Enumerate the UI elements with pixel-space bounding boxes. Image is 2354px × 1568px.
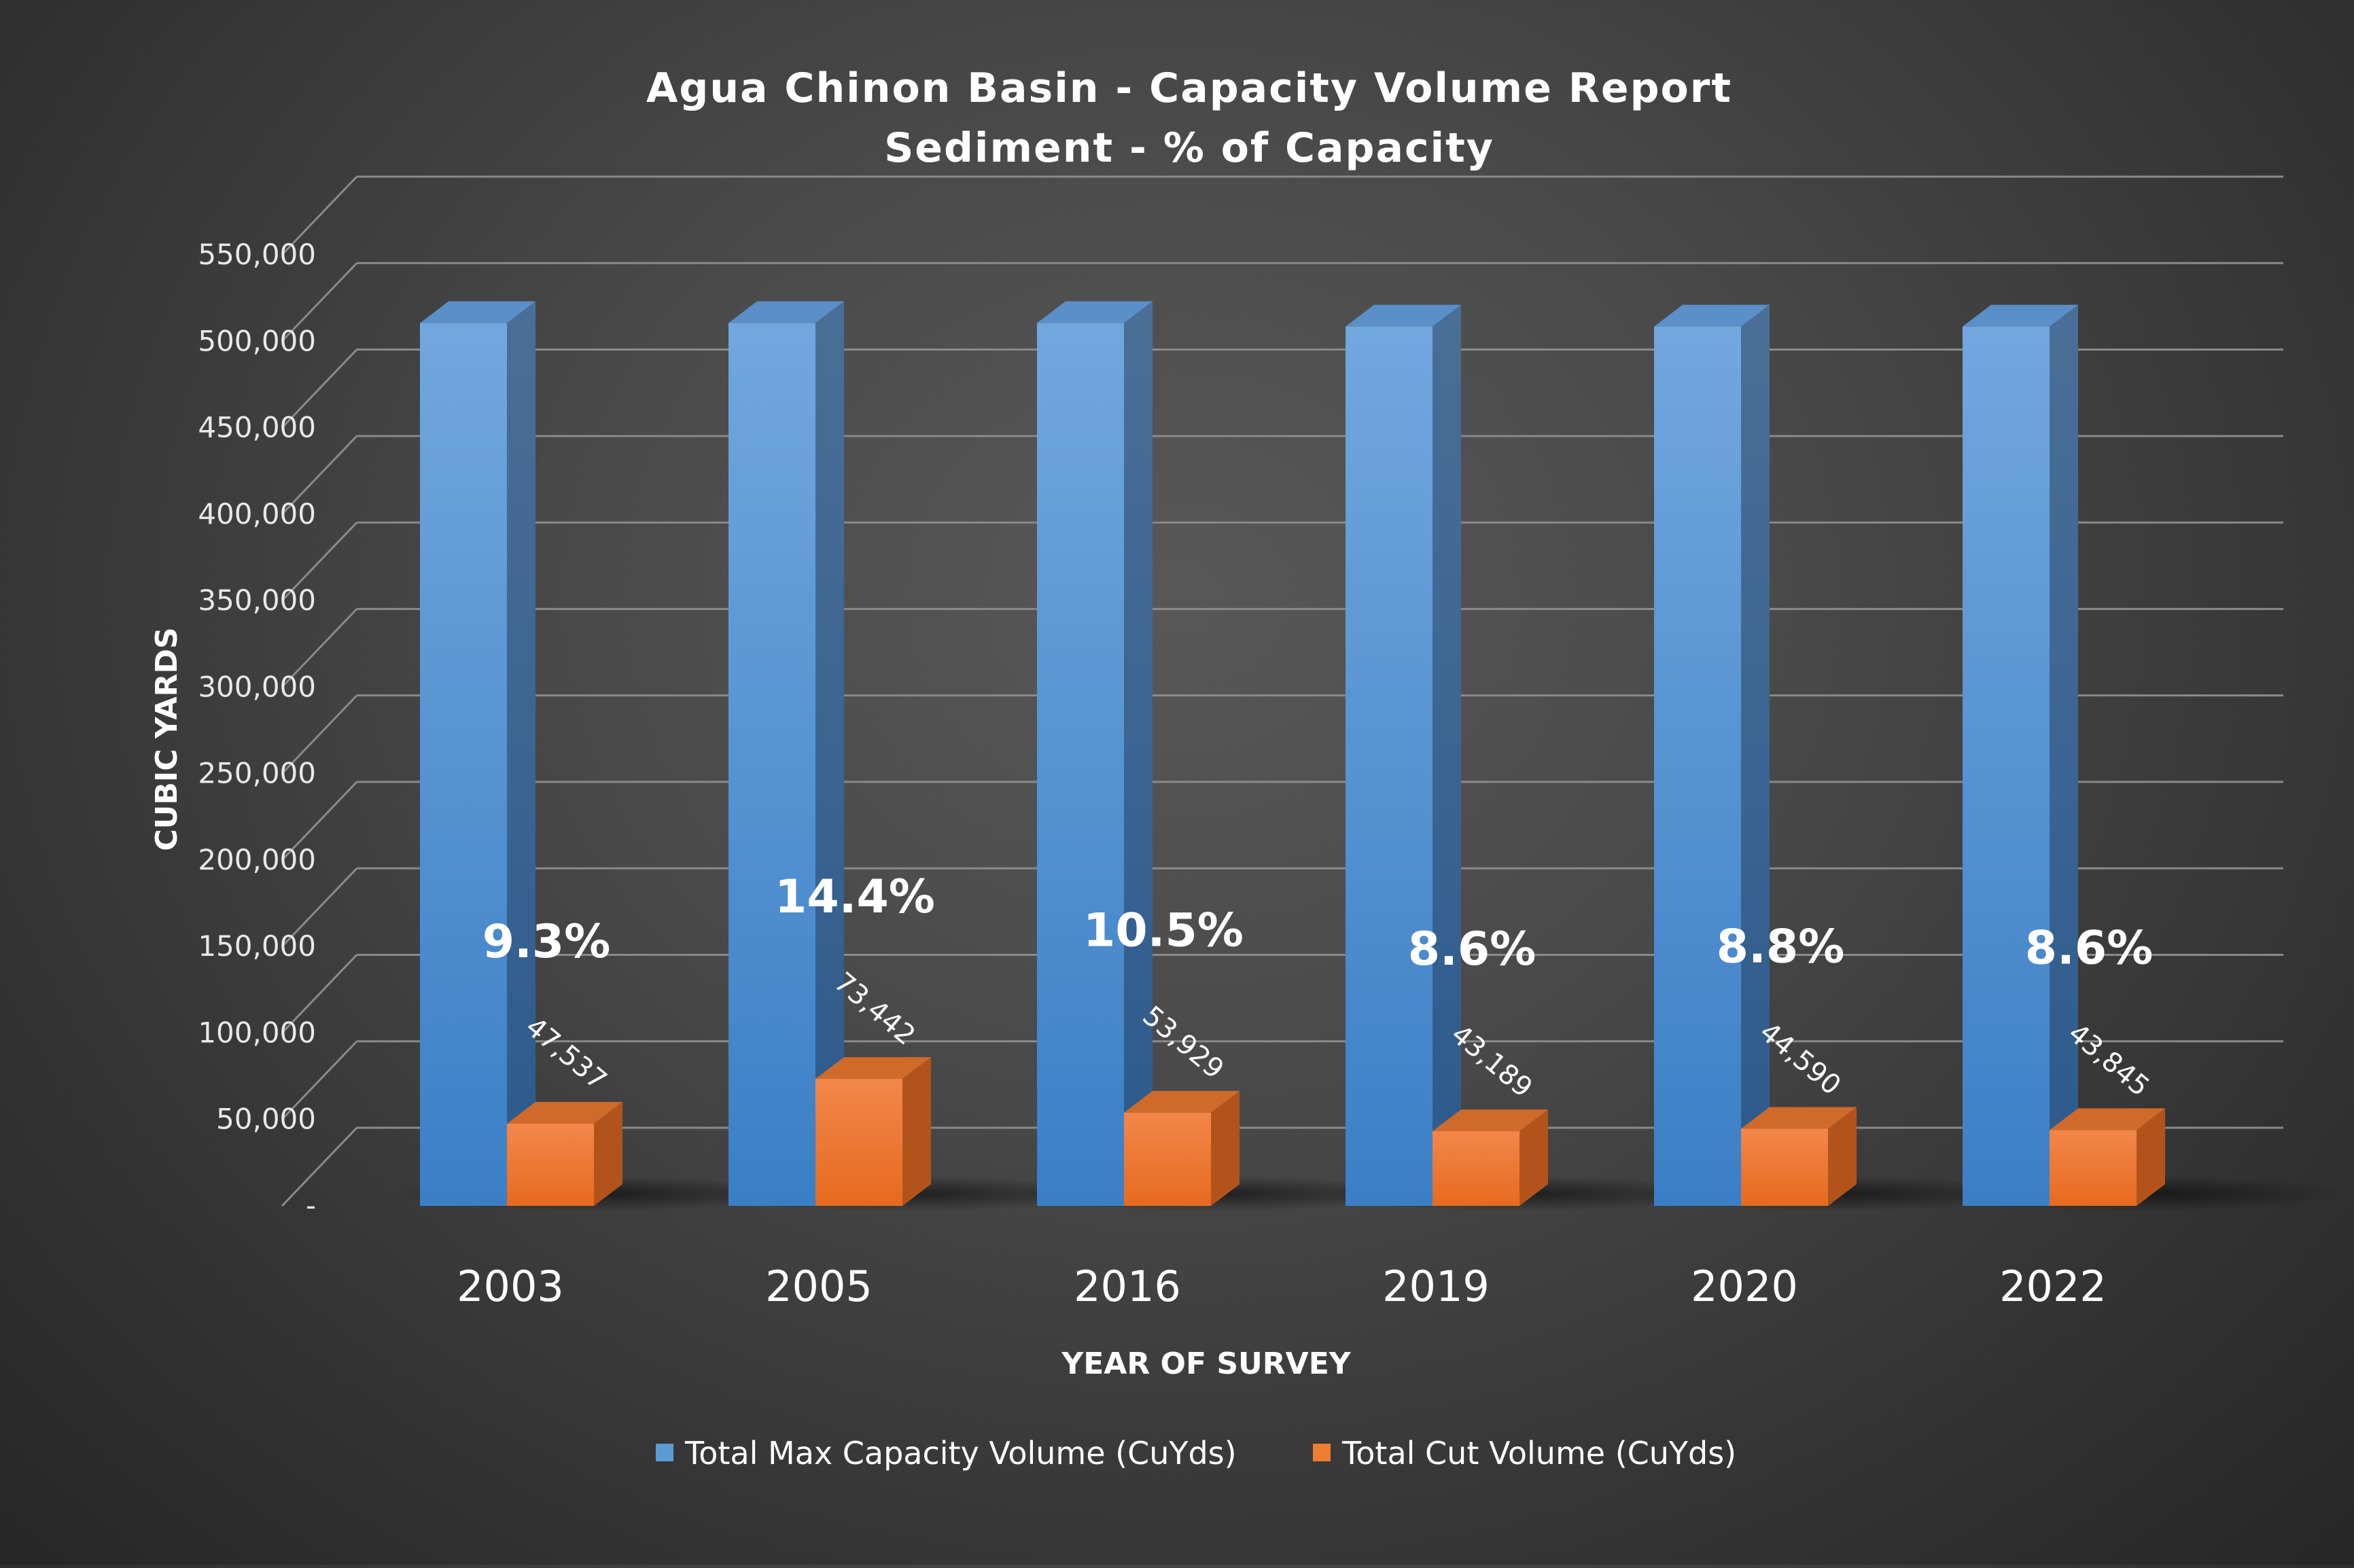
bar-cut — [1433, 1131, 1519, 1206]
bar-capacity — [1346, 326, 1433, 1206]
gridline-depth — [281, 522, 358, 602]
y-tick-label: 50,000 — [216, 1103, 316, 1136]
y-tick-label: 400,000 — [198, 497, 316, 531]
gridline-depth — [281, 608, 358, 688]
bar-capacity-top — [420, 301, 535, 323]
data-label-percent: 9.3% — [482, 915, 611, 969]
data-label-percent: 14.4% — [775, 870, 935, 924]
gridline-depth — [281, 868, 358, 948]
legend-label-cut: Total Cut Volume (CuYds) — [1341, 1435, 1736, 1472]
data-label-percent: 8.6% — [1408, 923, 1536, 976]
y-tick-label: 250,000 — [198, 757, 316, 790]
bar-cut — [1124, 1112, 1211, 1206]
y-tick-label: 150,000 — [198, 929, 316, 963]
y-tick-label: 300,000 — [198, 670, 316, 703]
bar-capacity — [420, 323, 507, 1207]
bar-capacity-top — [1654, 304, 1770, 327]
y-axis-ticks: - 50,000 100,000 150,000 200,000 250,000 300,0… — [198, 238, 316, 1222]
bar-cut — [815, 1079, 902, 1206]
x-tick-label: 2003 — [457, 1262, 564, 1311]
data-label-percent: 10.5% — [1083, 904, 1244, 958]
y-tick-label: 500,000 — [198, 324, 316, 357]
bar-cut-top — [815, 1057, 931, 1080]
x-axis-title: YEAR OF SURVEY — [1061, 1347, 1351, 1381]
legend: Total Max Capacity Volume (CuYds) Total … — [656, 1435, 1736, 1472]
bar-capacity-side — [507, 301, 535, 1207]
y-tick-label: 350,000 — [198, 584, 316, 617]
gridline-depth — [281, 262, 358, 342]
bar-capacity-side — [1741, 304, 1770, 1206]
gridline-depth — [281, 1040, 358, 1120]
y-axis-title: CUBIC YARDS — [150, 627, 184, 851]
bar-cut — [507, 1123, 594, 1206]
bar-capacity-side — [815, 301, 844, 1207]
bar-capacity-side — [1433, 304, 1461, 1206]
bar-cut-top — [1433, 1109, 1548, 1132]
x-tick-label: 2016 — [1074, 1262, 1181, 1311]
bar-cut-side — [594, 1101, 622, 1206]
bar-cut-side — [2137, 1108, 2165, 1206]
bar-cut — [2050, 1130, 2137, 1206]
legend-label-capacity: Total Max Capacity Volume (CuYds) — [684, 1435, 1237, 1472]
x-tick-label: 2020 — [1691, 1262, 1798, 1311]
y-tick-label: - — [306, 1189, 316, 1222]
bar-capacity — [1654, 326, 1741, 1206]
bar-capacity-top — [1346, 304, 1461, 327]
y-tick-label: 450,000 — [198, 411, 316, 444]
gridline-depth — [281, 435, 358, 515]
gridline-depth — [281, 954, 358, 1034]
bar-capacity — [1963, 326, 2050, 1206]
x-tick-label: 2022 — [1999, 1262, 2107, 1311]
gridline-depth — [281, 1126, 358, 1207]
gridline-depth — [281, 694, 358, 774]
data-label-percent: 8.8% — [1717, 920, 1845, 974]
x-axis-ticks: 2003 2005 2016 2019 2020 2022 — [457, 1262, 2107, 1311]
bars — [393, 301, 2343, 1211]
bar-cut-top — [507, 1101, 622, 1124]
y-tick-label: 550,000 — [198, 238, 316, 271]
x-tick-label: 2019 — [1382, 1262, 1490, 1311]
legend-swatch-capacity — [656, 1444, 673, 1461]
gridline-depth — [281, 781, 358, 861]
bar-capacity-side — [2050, 304, 2078, 1206]
y-tick-label: 100,000 — [198, 1016, 316, 1049]
bar-cut-side — [1519, 1109, 1548, 1206]
bar-capacity-top — [1963, 304, 2078, 327]
legend-swatch-cut — [1313, 1444, 1331, 1461]
chart-subtitle: Sediment - % of Capacity — [884, 124, 1494, 172]
bar-cut-top — [2050, 1108, 2165, 1130]
y-tick-label: 200,000 — [198, 843, 316, 876]
bar-cut-side — [1211, 1090, 1240, 1206]
x-tick-label: 2005 — [765, 1262, 873, 1311]
gridline-depth — [281, 349, 358, 429]
bar-capacity — [1037, 323, 1124, 1207]
bar-cut-side — [902, 1057, 931, 1206]
bar-capacity-top — [1037, 301, 1153, 323]
chart-title: Agua Chinon Basin - Capacity Volume Repo… — [646, 65, 1732, 112]
gridline-depth — [281, 175, 358, 256]
bar-cut — [1741, 1128, 1828, 1206]
bar-cut-top — [1741, 1107, 1857, 1129]
bar-cut-side — [1828, 1107, 1857, 1206]
bar-capacity-side — [1124, 301, 1153, 1207]
gridlines — [281, 175, 2283, 1207]
bar-capacity-top — [728, 301, 844, 323]
bar-cut-top — [1124, 1090, 1240, 1113]
bar-capacity — [728, 323, 815, 1207]
data-label-percent: 8.6% — [2025, 921, 2154, 975]
